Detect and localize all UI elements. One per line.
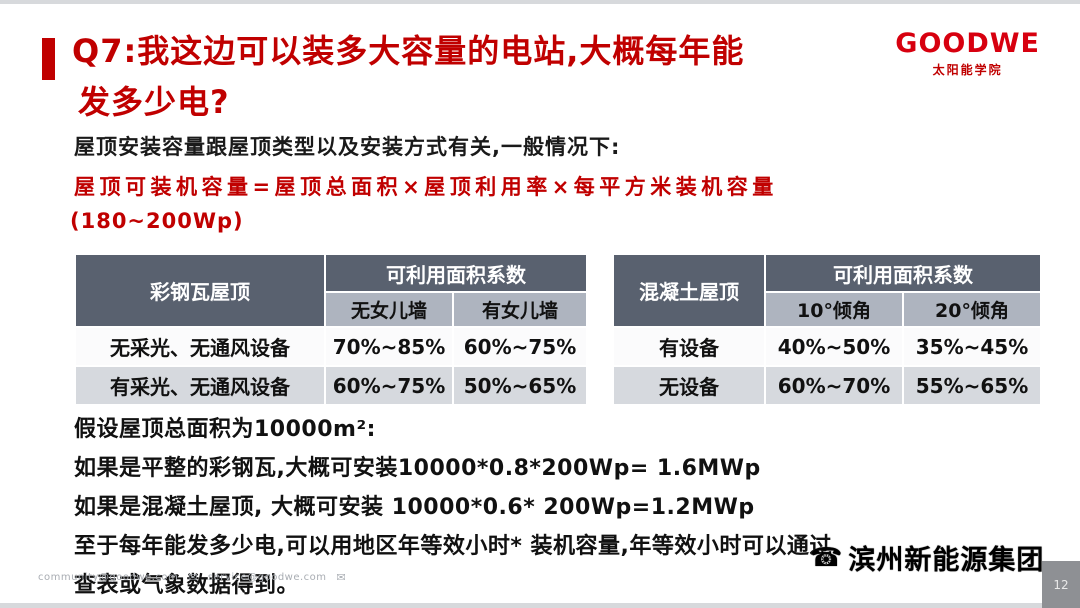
row-value: 55%~65% (902, 365, 1042, 406)
notes-block: 假设屋顶总面积为10000m²: 如果是平整的彩钢瓦,大概可安装10000*0.… (74, 411, 832, 606)
concrete-subheader-10deg: 10°倾角 (764, 291, 904, 328)
envelope-icon: ✉ (336, 571, 347, 584)
footer-email-service: service@goodwe.com (207, 572, 327, 583)
watermark: ☎ 滨州新能源集团 (810, 538, 1044, 577)
bottom-edge-strip (0, 603, 1080, 608)
row-value: 70%~85% (324, 326, 454, 367)
goodwe-logo-text: GOODWE (895, 28, 1040, 59)
intro-text: 屋顶安装容量跟屋顶类型以及安装方式有关,一般情况下: (74, 135, 621, 159)
watermark-text: 滨州新能源集团 (848, 545, 1045, 576)
table-row: 有采光、无通风设备 60%~75% 50%~65% (74, 365, 588, 406)
note-line: 如果是混凝土屋顶, 大概可安装 10000*0.6* 200Wp=1.2MWp (74, 494, 755, 520)
row-value: 35%~45% (902, 326, 1042, 367)
table-row: 无采光、无通风设备 70%~85% 60%~75% (74, 326, 588, 367)
row-label: 无采光、无通风设备 (74, 326, 326, 367)
slide-title-line1: Q7:我这边可以装多大容量的电站,大概每年能 (72, 32, 745, 70)
concrete-subheader-20deg: 20°倾角 (902, 291, 1042, 328)
concrete-roof-table: 混凝土屋顶 可利用面积系数 10°倾角 20°倾角 有设备 40%~50% 35… (612, 253, 1042, 406)
formula-text: 屋顶可装机容量=屋顶总面积×屋顶利用率×每平方米装机容量 (74, 175, 778, 199)
row-label: 无设备 (612, 365, 766, 406)
row-value: 50%~65% (452, 365, 588, 406)
row-value: 60%~70% (764, 365, 904, 406)
slide-title: Q7:我这边可以装多大容量的电站,大概每年能 发多少电? (72, 26, 882, 127)
steel-roof-header: 彩钢瓦屋顶 (74, 253, 326, 328)
row-label: 有设备 (612, 326, 766, 367)
note-line: 假设屋顶总面积为10000m²: (74, 417, 376, 442)
title-accent-bar (42, 38, 55, 80)
footer-contacts: community@goodwe.com ✉ service@goodwe.co… (38, 571, 346, 584)
concrete-usable-area-header: 可利用面积系数 (764, 253, 1042, 293)
top-edge-strip (0, 0, 1080, 4)
slide-title-line2: 发多少电? (78, 82, 230, 121)
note-line: 查表或气象数据得到。 (74, 572, 300, 598)
note-line: 至于每年能发多少电,可以用地区年等效小时* 装机容量,年等效小时可以通过 (74, 533, 832, 559)
steel-usable-area-header: 可利用面积系数 (324, 253, 588, 293)
row-value: 40%~50% (764, 326, 904, 367)
steel-subheader-parapet: 有女儿墙 (452, 291, 588, 328)
footer-email-community: community@goodwe.com (38, 572, 179, 583)
table-row: 无设备 60%~70% 55%~65% (612, 365, 1042, 406)
phone-icon: ☎ (810, 542, 844, 573)
steel-tile-roof-table: 彩钢瓦屋顶 可利用面积系数 无女儿墙 有女儿墙 无采光、无通风设备 70%~85… (74, 253, 588, 406)
formula-range-text: (180~200Wp) (70, 209, 244, 233)
row-value: 60%~75% (324, 365, 454, 406)
steel-subheader-no-parapet: 无女儿墙 (324, 291, 454, 328)
concrete-roof-header: 混凝土屋顶 (612, 253, 766, 328)
row-value: 60%~75% (452, 326, 588, 367)
note-line: 如果是平整的彩钢瓦,大概可安装10000*0.8*200Wp= 1.6MWp (74, 455, 761, 481)
page-number: 12 (1042, 561, 1080, 608)
goodwe-logo: GOODWE 太阳能学院 (895, 30, 1040, 78)
roof-tables: 彩钢瓦屋顶 可利用面积系数 无女儿墙 有女儿墙 无采光、无通风设备 70%~85… (74, 253, 1042, 406)
envelope-icon: ✉ (188, 571, 198, 584)
table-row: 有设备 40%~50% 35%~45% (612, 326, 1042, 367)
goodwe-logo-subtitle: 太阳能学院 (932, 63, 1003, 77)
row-label: 有采光、无通风设备 (74, 365, 326, 406)
